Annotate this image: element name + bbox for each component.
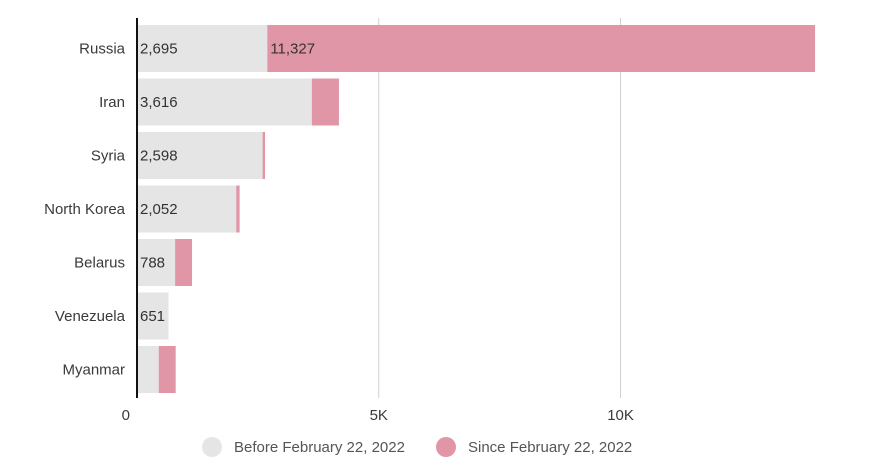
category-label: North Korea: [44, 201, 126, 218]
bar-since: [158, 346, 176, 393]
value-label: 2,695: [140, 41, 178, 58]
category-label: Russia: [79, 41, 126, 58]
legend-label-since: Since February 22, 2022: [468, 438, 633, 456]
bar-before: [137, 132, 263, 179]
legend-item-before: Before February 22, 2022: [202, 432, 405, 462]
x-tick-label: 5K: [370, 407, 388, 424]
category-label: Iran: [99, 94, 125, 111]
category-label: Syria: [91, 148, 126, 165]
legend-swatch-before: [202, 437, 222, 457]
bar-before: [137, 346, 159, 393]
chart: 0 5K 10K 2,695 11,327 Russia 3,616 Iran 2,598 Syr…: [44, 18, 816, 425]
x-tick-label: 10K: [607, 407, 634, 424]
legend-item-since: Since February 22, 2022: [436, 432, 632, 462]
value-label: 2,598: [140, 148, 178, 165]
labels: 0 5K 10K 2,695 11,327 Russia 3,616 Iran 2,598 Syr…: [44, 41, 634, 425]
bar-before: [137, 185, 237, 233]
bars: [137, 25, 816, 393]
legend-label-before: Before February 22, 2022: [234, 438, 405, 456]
value-label: 788: [140, 255, 165, 272]
grid-lines: [378, 18, 622, 398]
bar-before: [137, 239, 176, 286]
category-label: Venezuela: [55, 308, 126, 325]
bar-since: [311, 78, 339, 126]
category-label: Belarus: [74, 255, 125, 272]
value-label: 3,616: [140, 94, 178, 111]
value-label: 651: [140, 308, 165, 325]
bar-before: [137, 78, 312, 126]
value-label: 2,052: [140, 201, 178, 218]
category-label: Myanmar: [62, 362, 125, 379]
bar-before: [137, 25, 268, 72]
bar-since: [175, 239, 193, 286]
bar-before: [137, 292, 169, 340]
legend-swatch-since: [436, 437, 456, 457]
bar-since: [236, 185, 240, 233]
legend: Before February 22, 2022 Since February …: [0, 432, 880, 462]
bar-since: [262, 132, 266, 179]
x-tick-label: 0: [122, 407, 130, 424]
bar-since: [267, 25, 816, 72]
value-label: 11,327: [270, 41, 315, 58]
